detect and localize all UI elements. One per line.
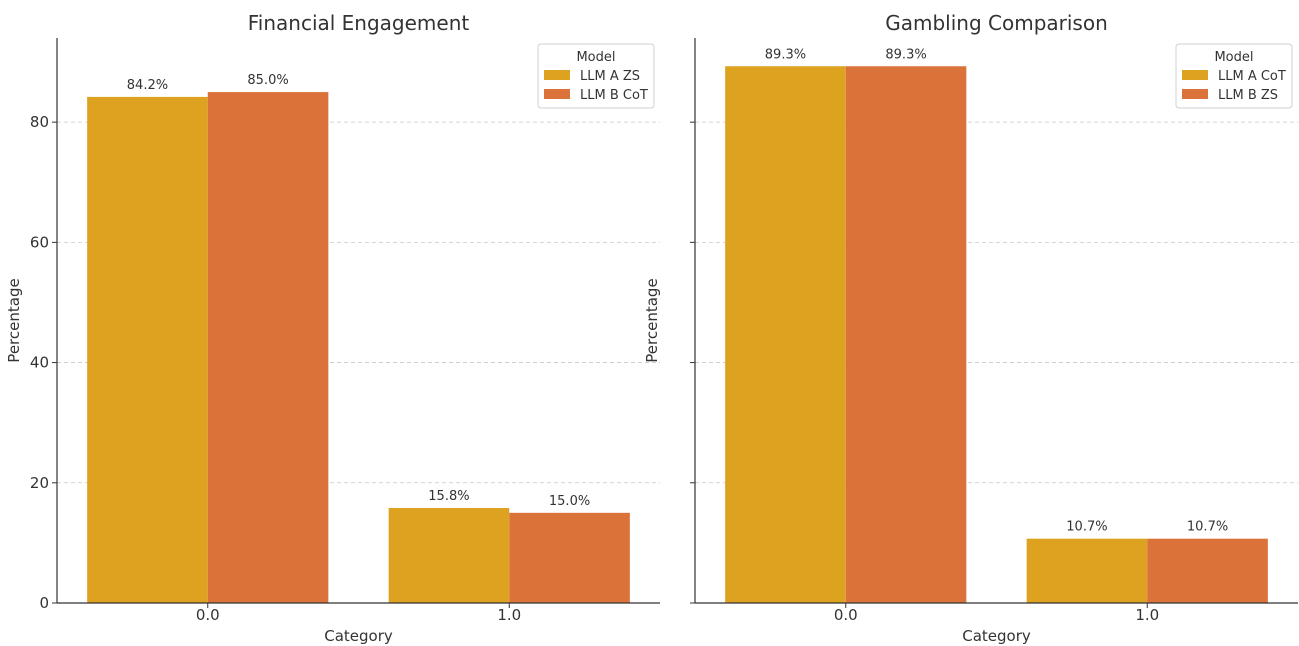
legend-entry: LLM A ZS [580, 69, 640, 84]
x-axis-label: Category [324, 627, 393, 645]
y-tick-label: 40 [30, 354, 49, 372]
chart-title: Gambling Comparison [885, 11, 1108, 35]
legend-swatch [544, 89, 570, 99]
bar-llm-b-zs-0.0 [845, 66, 967, 603]
legend-swatch [1182, 70, 1208, 80]
legend-swatch [1182, 89, 1208, 99]
chart-panel-1: 84.2% 15.8% 85.0% 15.0% 0 20 40 60 80 0.0 1.0 Categ… [5, 11, 660, 645]
chart-title: Financial Engagement [248, 11, 470, 35]
x-tick-label: 1.0 [497, 606, 521, 624]
legend-title: Model [576, 50, 615, 65]
chart-panel-2: 89.3% 10.7% 89.3% 10.7% 0.0 1.0 Category Percen… [643, 11, 1298, 645]
legend-swatch [544, 70, 570, 80]
legend-entry: LLM B CoT [580, 88, 648, 103]
x-tick-label: 0.0 [834, 606, 858, 624]
data-label: 10.7% [1187, 520, 1228, 535]
legend-title: Model [1214, 50, 1253, 65]
y-tick-label: 60 [30, 233, 49, 251]
data-label: 15.8% [428, 489, 469, 504]
data-label: 85.0% [247, 73, 288, 88]
bar-llm-a-zs-1.0 [388, 508, 510, 603]
legend-entry: LLM A CoT [1218, 69, 1286, 84]
bar-llm-b-zs-1.0 [1147, 538, 1268, 603]
bar-llm-a-cot-0.0 [725, 66, 846, 603]
data-label: 89.3% [885, 47, 926, 62]
x-tick-label: 1.0 [1135, 606, 1159, 624]
data-label: 89.3% [765, 47, 806, 62]
data-label: 15.0% [549, 494, 590, 509]
bar-llm-b-cot-0.0 [207, 92, 329, 604]
y-tick-label: 80 [30, 113, 49, 131]
data-label: 84.2% [127, 78, 168, 93]
bar-llm-a-cot-1.0 [1026, 538, 1148, 603]
x-axis-label: Category [962, 627, 1031, 645]
legend: Model LLM A CoT LLM B ZS [1175, 43, 1293, 109]
y-axis-label: Percentage [5, 278, 23, 362]
bar-llm-b-cot-1.0 [509, 512, 630, 603]
x-tick-label: 0.0 [196, 606, 220, 624]
legend: Model LLM A ZS LLM B CoT [537, 43, 655, 109]
y-axis-label: Percentage [643, 278, 661, 362]
data-label: 10.7% [1066, 520, 1107, 535]
bar-llm-a-zs-0.0 [87, 96, 208, 603]
legend-entry: LLM B ZS [1218, 88, 1278, 103]
y-tick-label: 20 [30, 474, 49, 492]
y-tick-label: 0 [39, 594, 49, 612]
